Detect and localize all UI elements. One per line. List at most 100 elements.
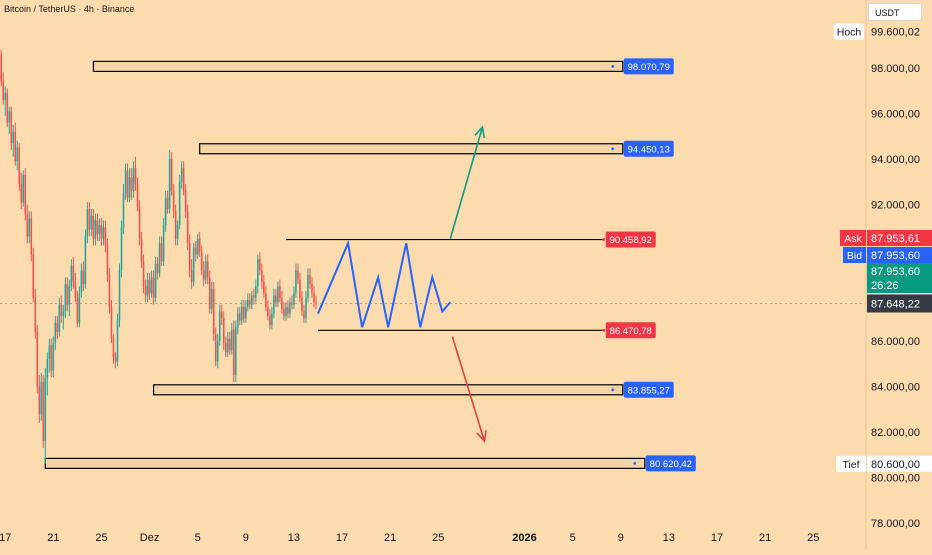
level-price-badge[interactable] xyxy=(623,58,674,75)
candle-body xyxy=(190,270,193,282)
candle xyxy=(86,202,89,244)
candle-body xyxy=(156,263,159,273)
candle xyxy=(30,211,33,262)
candle-body xyxy=(48,345,51,360)
candle xyxy=(8,106,11,134)
candle xyxy=(178,174,181,230)
last-price-badge xyxy=(867,263,932,293)
candle xyxy=(136,177,139,212)
candle-body xyxy=(138,206,141,239)
candle xyxy=(92,209,95,246)
candle-body xyxy=(198,238,201,253)
level-price-text: 86.470,78 xyxy=(610,326,652,337)
candle-body xyxy=(206,261,209,278)
candle xyxy=(230,322,233,355)
candle xyxy=(166,190,169,214)
candle xyxy=(76,290,79,328)
candle xyxy=(194,240,197,262)
candle-body xyxy=(232,329,235,376)
candle xyxy=(208,270,211,314)
candle xyxy=(253,288,255,305)
level-price-badge[interactable] xyxy=(623,140,674,157)
candle-body xyxy=(297,270,299,280)
candle-body xyxy=(315,302,317,304)
candle xyxy=(0,49,3,87)
candle-body xyxy=(124,170,127,194)
candle xyxy=(24,168,27,221)
candle-body xyxy=(174,211,177,239)
candle xyxy=(285,302,287,321)
level-price-text: 83.855,27 xyxy=(628,385,670,396)
candle-body xyxy=(247,300,249,307)
candle xyxy=(70,259,73,291)
candle xyxy=(259,252,261,276)
candle-body xyxy=(92,215,95,239)
zigzag-pattern[interactable] xyxy=(317,239,452,328)
candle-body xyxy=(228,338,231,351)
candle-body xyxy=(265,293,267,307)
candle-body xyxy=(132,168,135,191)
price-tick-label: 82.000,00 xyxy=(871,427,920,439)
price-tick-label: 78.000,00 xyxy=(871,518,920,530)
candle xyxy=(120,220,123,278)
candle-body xyxy=(184,190,187,212)
hoch-badge xyxy=(834,23,864,40)
candle xyxy=(138,199,141,246)
candle-body xyxy=(26,213,29,237)
candle xyxy=(134,156,137,191)
zone-box[interactable] xyxy=(44,457,646,469)
candle xyxy=(255,279,257,303)
currency-selector[interactable]: USDT xyxy=(868,3,922,21)
zone-box[interactable] xyxy=(199,143,624,155)
candle xyxy=(180,161,183,189)
candle-body xyxy=(142,261,145,287)
candle xyxy=(170,152,173,196)
candle xyxy=(313,286,315,307)
candle-body xyxy=(218,311,221,341)
zone-box[interactable] xyxy=(92,60,624,72)
candle-body xyxy=(96,220,99,235)
time-tick-label: 9 xyxy=(243,532,249,544)
candle xyxy=(18,143,21,191)
candle-body xyxy=(257,259,259,287)
time-tick-label: Dez xyxy=(140,532,160,544)
level-price-badge[interactable] xyxy=(605,231,656,248)
candle xyxy=(104,220,107,253)
candle xyxy=(144,279,147,303)
candle-body xyxy=(283,309,285,316)
level-price-badge[interactable] xyxy=(623,381,674,398)
candle xyxy=(26,204,29,244)
candle xyxy=(88,202,91,237)
horizontal-levels: 98.070,79 94.450,13 90.458,92 86.470,78 83.8… xyxy=(44,58,696,472)
candle-body xyxy=(80,270,83,294)
candle-body xyxy=(150,277,153,294)
level-price-badge[interactable] xyxy=(605,322,656,339)
candle xyxy=(98,218,101,241)
candle xyxy=(226,331,229,357)
candle xyxy=(263,275,265,298)
candle-body xyxy=(160,243,163,262)
candle-body xyxy=(208,277,211,310)
candle xyxy=(90,209,93,237)
bullish-arrow[interactable] xyxy=(449,126,484,239)
candle-body xyxy=(86,209,89,237)
candle-body xyxy=(146,279,149,296)
candle-body xyxy=(166,197,169,210)
time-tick-label: 17 xyxy=(336,532,348,544)
level-price-badge[interactable] xyxy=(645,455,696,472)
candle xyxy=(271,306,273,330)
bearish-arrow[interactable] xyxy=(451,336,486,442)
candle-body xyxy=(24,174,27,214)
candle xyxy=(206,254,209,285)
candle xyxy=(293,286,295,310)
candle xyxy=(16,140,19,171)
candle-body xyxy=(170,159,173,191)
time-tick-label: 25 xyxy=(807,532,819,544)
candle xyxy=(140,231,143,269)
candle xyxy=(192,243,195,287)
candle-body xyxy=(182,168,185,191)
candle-body xyxy=(309,275,311,285)
zone-box[interactable] xyxy=(152,384,624,396)
